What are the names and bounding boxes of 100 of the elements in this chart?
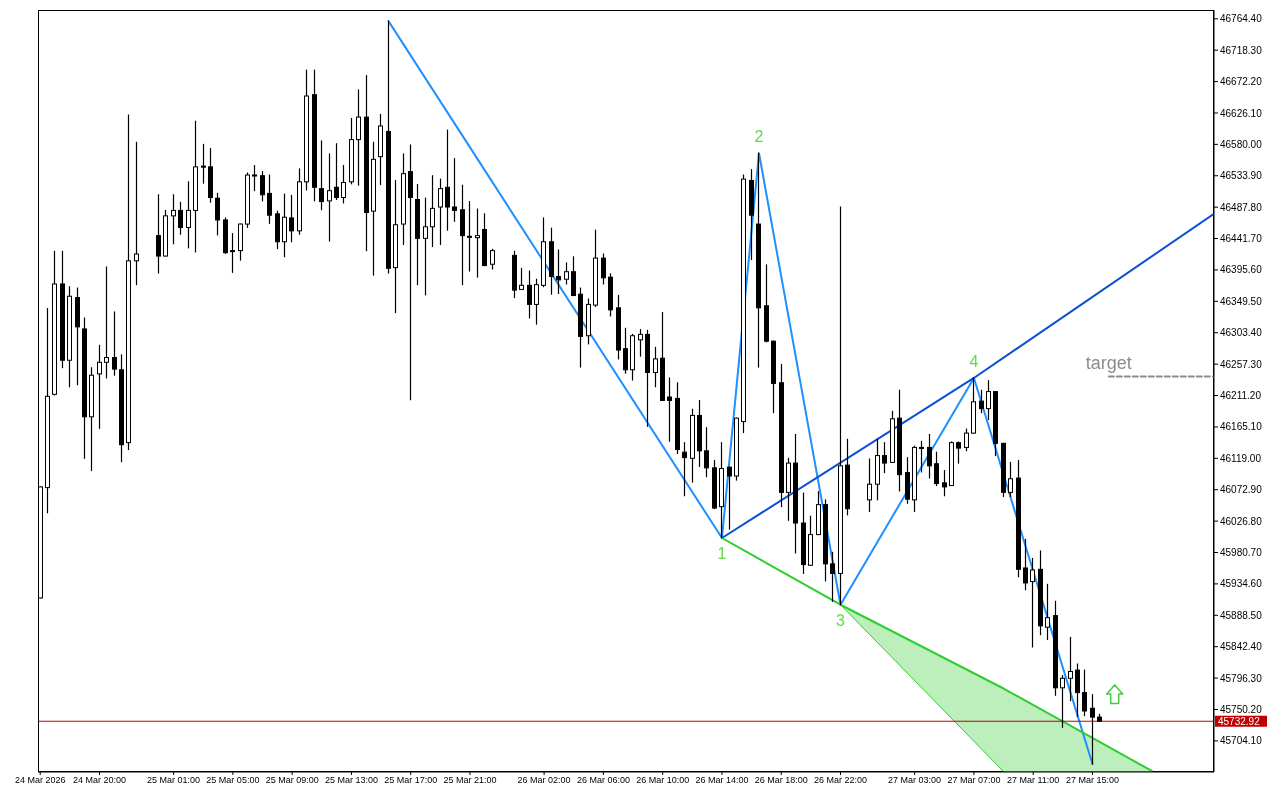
candlestick [1023, 538, 1028, 591]
candlestick [527, 269, 532, 320]
candlestick [638, 328, 643, 358]
annotation: 3 [836, 611, 846, 629]
annotation: 1 [717, 545, 727, 562]
candlestick [1008, 461, 1013, 498]
candlestick [653, 346, 658, 388]
x-tick-label: 27 Mar 15:00 [1065, 775, 1119, 786]
candlestick [830, 551, 835, 603]
candlestick [423, 197, 428, 296]
candlestick [1030, 557, 1035, 649]
candlestick [1090, 693, 1095, 766]
y-tick-label: 46580.00 [1220, 138, 1263, 150]
y-tick-label: 46626.10 [1220, 107, 1263, 119]
candlestick [260, 170, 265, 202]
x-tick-label: 25 Mar 01:00 [147, 775, 201, 786]
candlestick [667, 376, 672, 443]
ref-line-label: 45732.92 [1218, 715, 1261, 727]
candlestick [112, 310, 117, 377]
candlestick [571, 255, 576, 297]
y-tick-label: 46257.30 [1220, 358, 1263, 370]
candlestick [1075, 662, 1080, 718]
candlestick [934, 451, 939, 487]
annotation: 4 [969, 352, 979, 370]
candlestick [467, 200, 472, 273]
y-tick-label: 45980.70 [1220, 547, 1263, 559]
y-tick-label: 46026.80 [1220, 515, 1263, 527]
x-tick-label: 26 Mar 06:00 [576, 775, 630, 786]
candlestick [956, 440, 961, 465]
y-tick-label: 45934.60 [1220, 578, 1263, 590]
candlestick [727, 466, 732, 531]
y-tick-label: 46395.60 [1220, 264, 1263, 276]
candlestick [430, 174, 435, 248]
y-tick-label: 46072.90 [1220, 484, 1263, 496]
y-tick-label: 46487.80 [1220, 201, 1263, 213]
candlestick [178, 201, 183, 236]
candlestick [927, 433, 932, 480]
y-tick-label: 46349.50 [1220, 295, 1263, 307]
y-tick-label: 46119.00 [1220, 452, 1262, 464]
candlestick [356, 88, 361, 187]
candlestick [319, 139, 324, 211]
candlestick [438, 178, 443, 246]
candlestick [408, 143, 413, 401]
y-tick-label: 45704.10 [1220, 735, 1263, 747]
y-tick-label: 46672.20 [1220, 76, 1263, 88]
x-tick-label: 26 Mar 02:00 [517, 775, 571, 786]
x-tick-label: 25 Mar 17:00 [384, 775, 438, 786]
candlestick [134, 141, 139, 286]
x-tick-label: 27 Mar 03:00 [888, 775, 942, 786]
y-tick-label: 45796.30 [1220, 672, 1263, 684]
x-tick-label: 25 Mar 13:00 [324, 775, 378, 786]
x-tick-label: 24 Mar 2026 [14, 775, 66, 786]
candlestick [327, 152, 332, 243]
x-tick-label: 27 Mar 11:00 [1007, 775, 1060, 786]
candlestick [942, 469, 947, 497]
candlestick [334, 142, 339, 201]
y-tick-label: 46764.40 [1220, 13, 1263, 25]
candlestick [519, 267, 524, 291]
candlestick [682, 441, 687, 497]
candlestick [201, 143, 206, 185]
candlestick [445, 128, 450, 232]
x-tick-label: 24 Mar 20:00 [72, 775, 127, 786]
candlestick [704, 426, 709, 478]
y-tick-label: 46718.30 [1220, 44, 1263, 56]
candlestick [534, 278, 539, 326]
candlestick [564, 261, 569, 286]
candlestick [156, 193, 161, 275]
annotation: 2 [754, 128, 764, 146]
candlestick [252, 164, 257, 192]
candlestick [171, 193, 176, 245]
y-tick-label: 45750.20 [1220, 704, 1263, 716]
candlestick [475, 207, 480, 279]
x-tick-label: 25 Mar 05:00 [206, 775, 260, 786]
candlestick [186, 180, 191, 249]
y-tick-label: 46165.10 [1220, 421, 1263, 433]
x-tick-label: 25 Mar 09:00 [265, 775, 319, 786]
y-tick-label: 46441.70 [1220, 233, 1263, 245]
candlestick [882, 441, 887, 474]
x-tick-label: 27 Mar 07:00 [947, 775, 1001, 786]
candlestick [919, 440, 924, 474]
x-tick-label: 26 Mar 18:00 [754, 775, 808, 786]
candlestick [97, 344, 102, 430]
candlestick [230, 232, 235, 274]
candlestick [1045, 583, 1050, 641]
candlestick [1082, 669, 1087, 717]
x-tick-label: 26 Mar 14:00 [695, 775, 749, 786]
candlestick [623, 327, 628, 375]
series-label: target [1085, 352, 1132, 373]
candlestick [979, 389, 984, 414]
candlestick [341, 164, 346, 205]
candlestick [601, 252, 606, 286]
candlestick [452, 157, 457, 223]
candlestick [490, 248, 495, 271]
candlestick [215, 192, 220, 237]
candlestick [104, 265, 109, 380]
candlestick [1068, 636, 1073, 702]
y-tick-label: 46533.90 [1220, 170, 1263, 182]
y-tick-label: 45842.40 [1220, 641, 1263, 653]
candlestick [289, 194, 294, 243]
x-tick-label: 26 Mar 22:00 [814, 775, 868, 786]
